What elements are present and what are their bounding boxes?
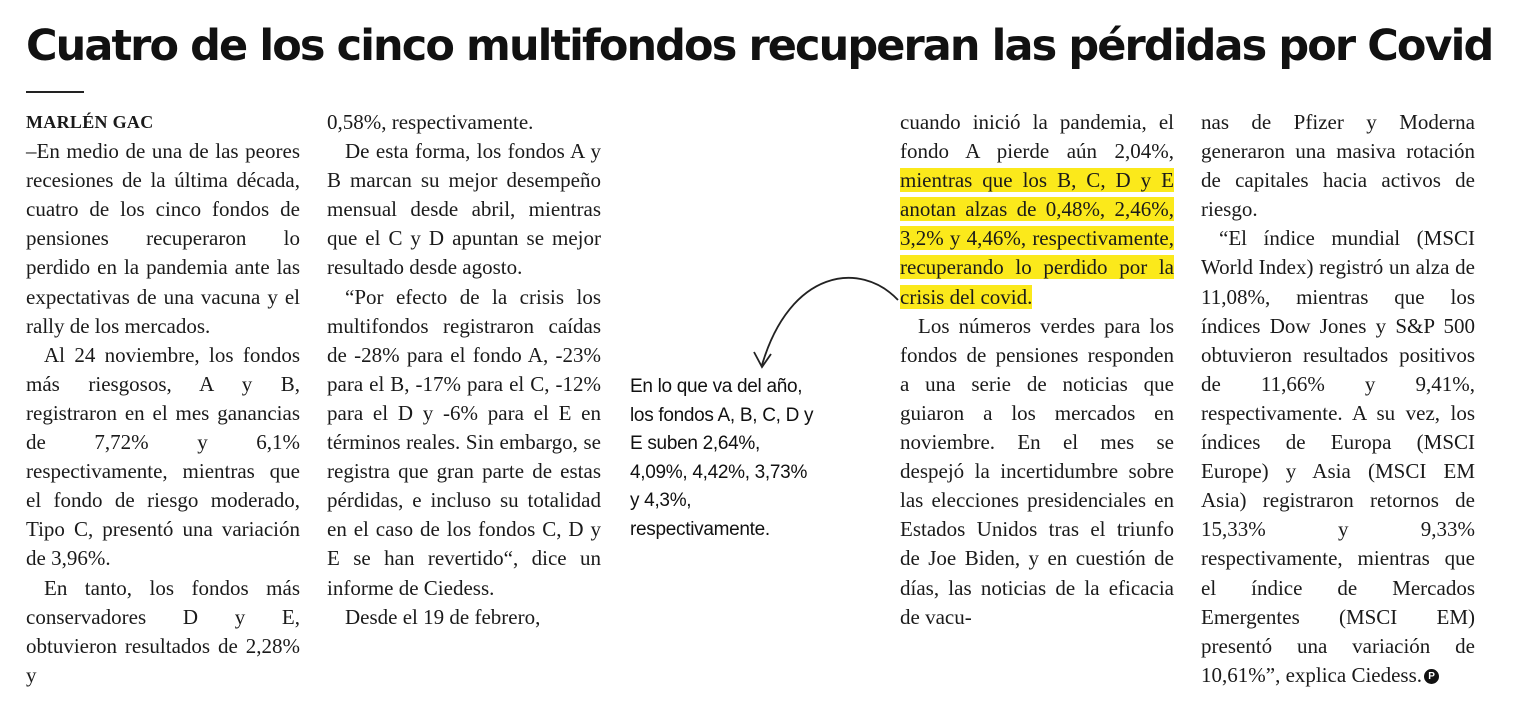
paragraph: “Por efecto de la crisis los multifondos… bbox=[327, 284, 601, 600]
headline: Cuatro de los cinco multifondos recupera… bbox=[26, 21, 1494, 71]
paragraph: “El índice mundial (MSCI World Index) re… bbox=[1201, 224, 1475, 690]
callout-line: los fondos A, B, C, D y bbox=[630, 404, 814, 426]
paragraph: Desde el 19 de febrero, bbox=[345, 604, 541, 629]
callout-line: En lo que va del año, bbox=[630, 376, 803, 397]
text-run: cuando inició la pandemia, el fondo A pi… bbox=[900, 110, 1174, 164]
callout-line: E suben 2,64%, bbox=[630, 433, 760, 454]
callout-line: 4,09%, 4,42%, 3,73% bbox=[630, 461, 808, 483]
paragraph: En tanto, los fondos más conservadores D… bbox=[26, 575, 300, 687]
callout-line: y 4,3%, bbox=[630, 490, 692, 511]
callout-annotation: En lo que va del año, los fondos A, B, C… bbox=[630, 373, 860, 544]
column-1: MARLÉN GAC –En medio de una de las peore… bbox=[26, 108, 300, 690]
paragraph: 0,58%, respectivamente. bbox=[327, 110, 534, 134]
callout-line: respectivamente. bbox=[630, 518, 770, 540]
text-run: “El índice mundial (MSCI World Index) re… bbox=[1201, 226, 1475, 687]
annotation-arrow-icon bbox=[753, 277, 899, 369]
byline: MARLÉN GAC bbox=[26, 112, 154, 132]
column-2: 0,58%, respectivamente. De esta forma, l… bbox=[327, 108, 601, 632]
paragraph: Al 24 noviembre, los fondos más riesgoso… bbox=[26, 342, 300, 571]
highlighted-text: mientras que los B, C, D y E anotan alza… bbox=[900, 168, 1174, 309]
paragraph: nas de Pfizer y Moderna generaron una ma… bbox=[1201, 110, 1475, 222]
paragraph: cuando inició la pandemia, el fondo A pi… bbox=[900, 108, 1174, 312]
paragraph: Los números verdes para los fondos de pe… bbox=[900, 313, 1174, 629]
paragraph: –En medio de una de las peores recesione… bbox=[26, 139, 300, 338]
end-of-article-icon: P bbox=[1424, 669, 1440, 685]
paragraph: De esta forma, los fondos A y B marcan s… bbox=[327, 139, 601, 280]
column-4: cuando inició la pandemia, el fondo A pi… bbox=[900, 108, 1174, 632]
column-5: nas de Pfizer y Moderna generaron una ma… bbox=[1201, 108, 1475, 690]
byline-rule bbox=[26, 91, 84, 93]
